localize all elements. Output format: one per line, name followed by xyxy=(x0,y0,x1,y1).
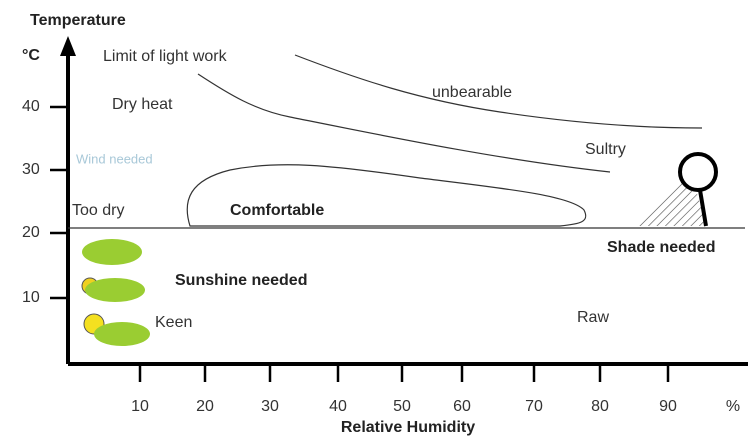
y-tick-label: 10 xyxy=(22,289,40,306)
y-axis-title: Temperature xyxy=(30,12,126,29)
parasol xyxy=(680,154,716,190)
x-tick-label: 20 xyxy=(196,398,214,415)
x-tick-label: 80 xyxy=(591,398,609,415)
y-tick-label: 20 xyxy=(22,224,40,241)
cloud xyxy=(85,278,145,302)
zone-label: Comfortable xyxy=(230,202,324,219)
zone-label: Sunshine needed xyxy=(175,272,307,289)
zone-label: Dry heat xyxy=(112,96,173,113)
zone-label: unbearable xyxy=(432,84,512,101)
zone-label: Keen xyxy=(155,314,192,331)
comfort-chart: 40 30 20 10 10 20 30 40 50 60 70 80 90 %… xyxy=(0,0,754,438)
x-tick-label: 70 xyxy=(525,398,543,415)
cloud xyxy=(94,322,150,346)
x-tick-label: 30 xyxy=(261,398,279,415)
zone-label: Shade needed xyxy=(607,239,715,256)
zone-label: Too dry xyxy=(72,202,124,219)
y-tick-label: 30 xyxy=(22,161,40,178)
x-axis-title: Relative Humidity xyxy=(341,419,475,436)
x-ticks: 10 20 30 40 50 60 70 80 90 % xyxy=(131,364,740,415)
x-tick-label: 10 xyxy=(131,398,149,415)
weather-icons xyxy=(82,239,150,346)
x-tick-label: 50 xyxy=(393,398,411,415)
light-work-limit xyxy=(198,74,610,172)
y-axis-arrow xyxy=(60,36,76,56)
zone-label: Limit of light work xyxy=(103,48,228,65)
zone-label: Raw xyxy=(577,309,609,326)
y-tick-label: 40 xyxy=(22,98,40,115)
x-unit: % xyxy=(726,398,740,415)
y-ticks: 40 30 20 10 xyxy=(22,98,68,306)
y-axis-unit: °C xyxy=(22,47,40,64)
x-tick-label: 40 xyxy=(329,398,347,415)
zone-label: Wind needed xyxy=(76,151,153,166)
cloud xyxy=(82,239,142,265)
x-tick-label: 90 xyxy=(659,398,677,415)
x-tick-label: 60 xyxy=(453,398,471,415)
zone-label: Sultry xyxy=(585,141,626,158)
